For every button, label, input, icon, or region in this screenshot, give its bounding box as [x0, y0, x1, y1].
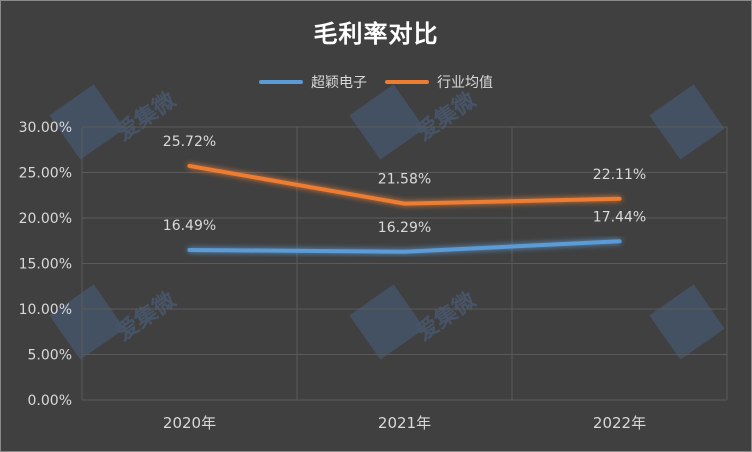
data-point	[618, 197, 621, 201]
data-label: 21.58%	[378, 172, 431, 188]
data-point	[188, 248, 191, 252]
series-line-1	[187, 239, 622, 254]
data-point	[403, 250, 406, 254]
y-tick-label: 0.00%	[28, 393, 72, 409]
legend-label-series-1: 超颖电子	[311, 75, 367, 91]
legend-label-series-2: 行业均值	[437, 75, 493, 91]
data-label: 17.44%	[593, 209, 646, 225]
x-tick-label: 2022年	[593, 414, 646, 432]
y-tick-label: 25.00%	[19, 166, 72, 182]
legend-swatch-series-2	[385, 80, 429, 84]
data-label: 22.11%	[593, 167, 646, 183]
chart-title: 毛利率对比	[313, 20, 439, 48]
y-tick-label: 5.00%	[28, 348, 72, 364]
chart-legend: 超颖电子 行业均值	[0, 72, 752, 92]
legend-item-series-2[interactable]: 行业均值	[385, 72, 493, 92]
y-tick-label: 10.00%	[19, 302, 72, 318]
y-tick-label: 15.00%	[19, 257, 72, 273]
data-point	[403, 202, 406, 206]
y-tick-label: 20.00%	[19, 211, 72, 227]
x-tick-label: 2020年	[163, 414, 216, 432]
x-tick-label: 2021年	[378, 414, 431, 432]
legend-swatch-series-1	[259, 80, 303, 84]
data-label: 16.29%	[378, 220, 431, 236]
data-point	[618, 239, 621, 243]
legend-item-series-1[interactable]: 超颖电子	[259, 72, 367, 92]
y-tick-label: 30.00%	[19, 120, 72, 136]
data-point	[188, 164, 191, 168]
data-label: 25.72%	[163, 134, 216, 150]
data-label: 16.49%	[163, 218, 216, 234]
